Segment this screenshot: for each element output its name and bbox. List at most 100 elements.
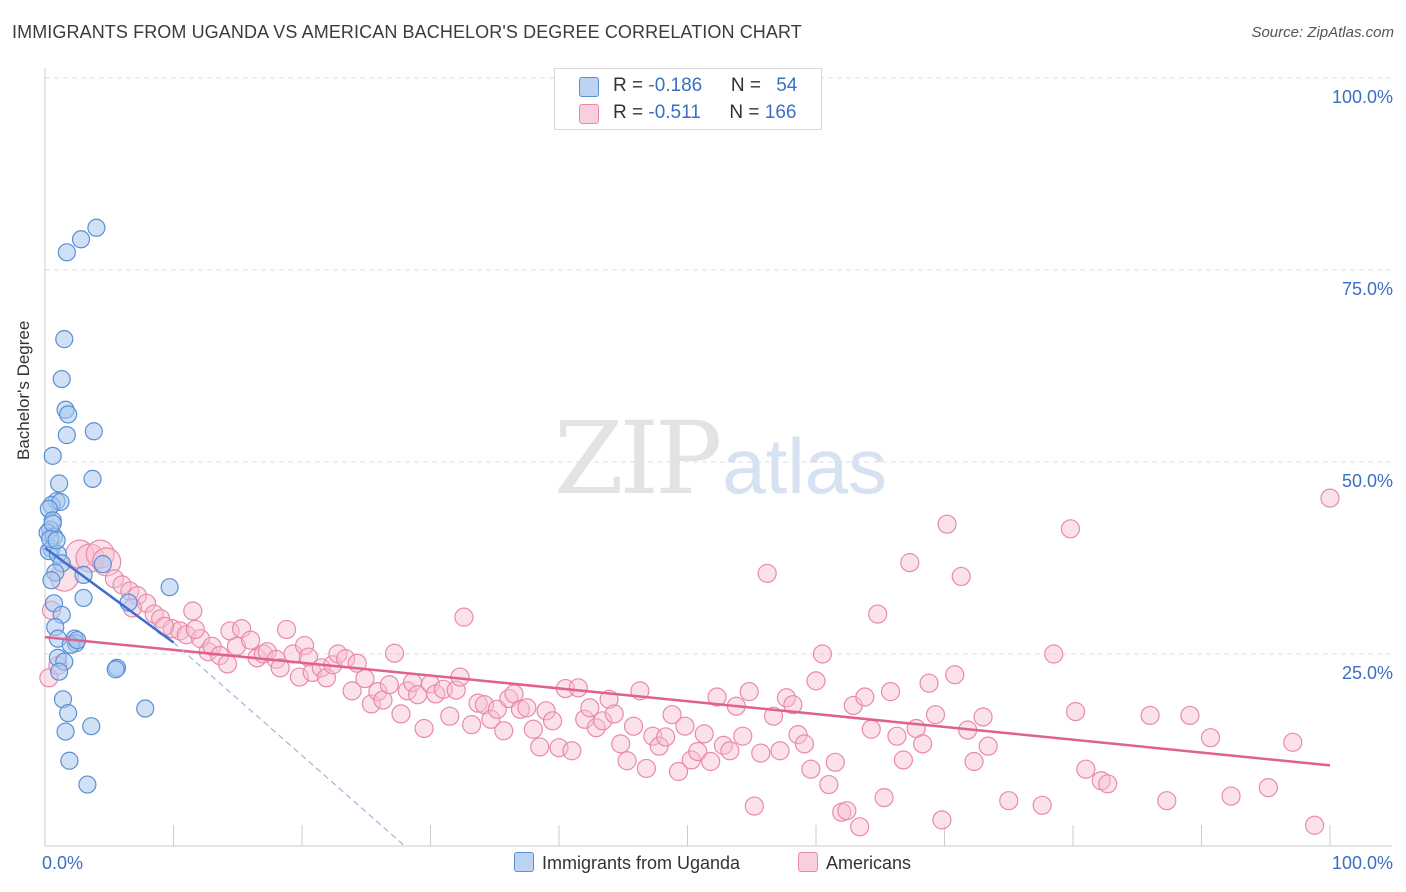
americans-point xyxy=(874,788,894,808)
legend-americans-swatch xyxy=(798,852,818,872)
uganda-point xyxy=(57,426,76,445)
y-tick-label: 100.0% xyxy=(1332,87,1393,107)
americans-point xyxy=(462,715,482,735)
americans-point xyxy=(744,796,764,816)
americans-point xyxy=(391,704,411,724)
r-value: -0.186 xyxy=(648,75,703,96)
americans-point xyxy=(414,718,434,739)
americans-point xyxy=(384,643,405,663)
uganda-point xyxy=(56,722,75,741)
uganda-point xyxy=(83,469,102,488)
americans-point xyxy=(481,709,501,729)
legend-item-americans: Americans xyxy=(798,852,911,874)
uganda-point xyxy=(106,660,125,679)
americans-point xyxy=(1060,519,1081,539)
americans-point xyxy=(298,647,319,667)
americans-point xyxy=(688,741,708,762)
americans-point xyxy=(825,752,845,772)
americans-point xyxy=(568,678,588,698)
americans-point xyxy=(112,575,132,595)
y-axis-label: Bachelor's Degree xyxy=(14,320,33,460)
americans-point xyxy=(837,801,857,821)
americans-point xyxy=(1258,778,1278,798)
americans-point xyxy=(1157,791,1177,811)
uganda-point xyxy=(50,474,69,493)
americans-point xyxy=(701,751,721,772)
americans-point xyxy=(517,698,537,718)
americans-point xyxy=(523,719,543,739)
uganda-point xyxy=(43,446,62,465)
americans-point xyxy=(855,687,875,707)
x-tick-label: 100.0% xyxy=(1332,853,1393,873)
americans-point xyxy=(978,736,998,756)
americans-point xyxy=(542,711,563,731)
americans-point xyxy=(176,625,196,645)
americans-point xyxy=(913,734,933,754)
americans-point xyxy=(1180,705,1200,726)
legend-americans-label: Americans xyxy=(826,853,912,873)
n-value: 54 xyxy=(776,75,798,96)
americans-point xyxy=(662,705,682,725)
americans-point xyxy=(1076,759,1096,779)
uganda-point xyxy=(47,531,66,550)
r-label: R = xyxy=(613,75,649,96)
americans-point xyxy=(668,761,689,782)
uganda-point xyxy=(43,514,62,533)
americans-point xyxy=(893,750,913,770)
americans-point xyxy=(868,604,888,624)
americans-point xyxy=(850,817,870,837)
americans-point xyxy=(104,569,124,589)
americans-point xyxy=(1098,774,1118,794)
n-value: 166 xyxy=(764,102,797,123)
n-label: N = xyxy=(730,75,767,96)
r-value: -0.511 xyxy=(648,102,701,123)
americans-point xyxy=(733,726,753,746)
americans-point xyxy=(289,667,310,687)
americans-point xyxy=(1065,701,1086,722)
americans-point xyxy=(751,743,771,763)
americans-point xyxy=(861,719,881,739)
americans-point xyxy=(623,716,644,736)
americans-point xyxy=(361,694,381,714)
americans-point xyxy=(932,810,952,830)
y-tick-label: 50.0% xyxy=(1342,471,1393,491)
americans-point xyxy=(241,630,261,650)
americans-point xyxy=(562,741,582,761)
uganda-point xyxy=(93,555,112,574)
americans-point xyxy=(763,706,784,726)
n-label: N = xyxy=(729,102,765,123)
americans-point xyxy=(185,619,205,640)
americans-point xyxy=(806,671,826,691)
americans-point xyxy=(1140,705,1160,726)
americans-point xyxy=(720,741,740,761)
uganda-point xyxy=(50,662,69,681)
americans-point xyxy=(675,716,695,736)
americans-point xyxy=(593,711,613,731)
americans-point xyxy=(739,682,759,702)
uganda-point xyxy=(60,751,79,770)
americans-point xyxy=(162,619,182,639)
r-label: R = xyxy=(613,102,649,123)
americans-swatch xyxy=(579,104,599,124)
americans-point xyxy=(270,658,290,678)
americans-point xyxy=(379,675,399,695)
americans-point xyxy=(342,681,362,701)
americans-point xyxy=(1283,732,1303,752)
uganda-point xyxy=(52,369,71,389)
legend-uganda-swatch xyxy=(514,852,534,872)
americans-point xyxy=(770,741,790,761)
source-label: Source: ZipAtlas.com xyxy=(1251,24,1394,41)
stats-legend: R = -0.186 N = 54 R = -0.511 N = 166 xyxy=(554,68,822,130)
americans-point xyxy=(812,644,833,664)
chart-title: IMMIGRANTS FROM UGANDA VS AMERICAN BACHE… xyxy=(12,22,802,42)
americans-point xyxy=(440,706,460,726)
americans-point xyxy=(707,687,727,707)
uganda-point xyxy=(42,571,61,590)
uganda-trend-extension xyxy=(173,642,406,847)
americans-point xyxy=(183,601,203,621)
uganda-point xyxy=(74,588,93,608)
americans-point xyxy=(604,704,624,724)
legend-uganda-label: Immigrants from Uganda xyxy=(542,853,741,873)
americans-point xyxy=(611,734,631,754)
